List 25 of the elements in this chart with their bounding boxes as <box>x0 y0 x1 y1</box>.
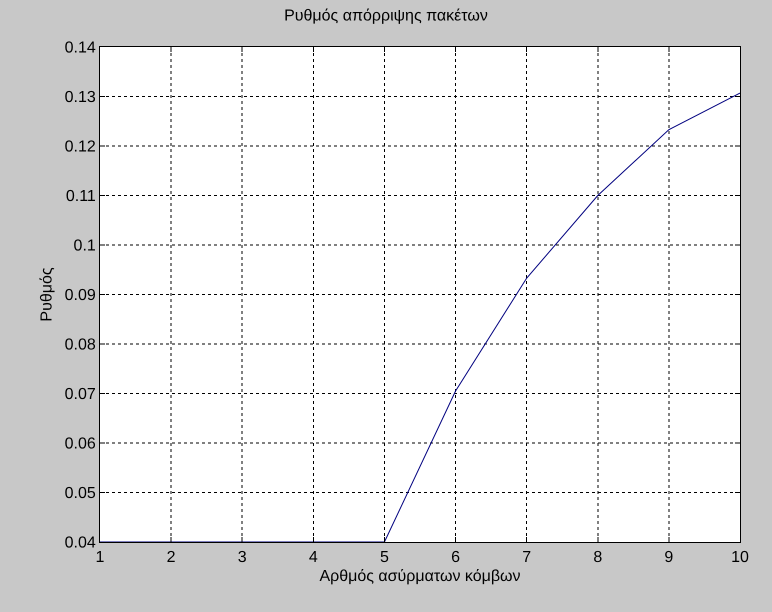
y-tick-label: 0.09 <box>64 287 96 304</box>
x-tick-label: 2 <box>166 549 176 566</box>
x-tick-label: 8 <box>593 549 602 566</box>
y-tick-label: 0.04 <box>64 534 96 552</box>
y-axis-title: Ρυθμός <box>38 267 56 322</box>
y-tick-label: 0.14 <box>64 40 96 57</box>
y-tick-label: 0.06 <box>64 436 96 453</box>
y-tick-label: 0.12 <box>64 138 96 156</box>
y-tick-label: 0.05 <box>64 485 96 502</box>
x-tick-label: 3 <box>238 549 247 566</box>
chart-title: Ρυθμός απόρριψης πακέτων <box>284 7 488 24</box>
x-tick-label: 6 <box>451 549 460 566</box>
y-tick-label: 0.1 <box>74 238 96 255</box>
x-tick-label: 9 <box>664 549 674 566</box>
y-tick-label: 0.08 <box>64 336 96 354</box>
x-tick-label: 5 <box>380 549 389 566</box>
x-tick-label: 7 <box>522 549 532 566</box>
x-tick-label: 4 <box>308 549 318 566</box>
y-tick-label: 0.07 <box>64 386 96 404</box>
y-tick-label: 0.13 <box>64 89 96 106</box>
line-series <box>100 92 740 542</box>
x-axis-title: Αρθμός ασύρματων κόμβων <box>319 568 521 585</box>
x-tick-label: 10 <box>731 549 749 566</box>
x-tick-label: 1 <box>96 549 105 566</box>
y-tick-label: 0.11 <box>66 188 96 206</box>
